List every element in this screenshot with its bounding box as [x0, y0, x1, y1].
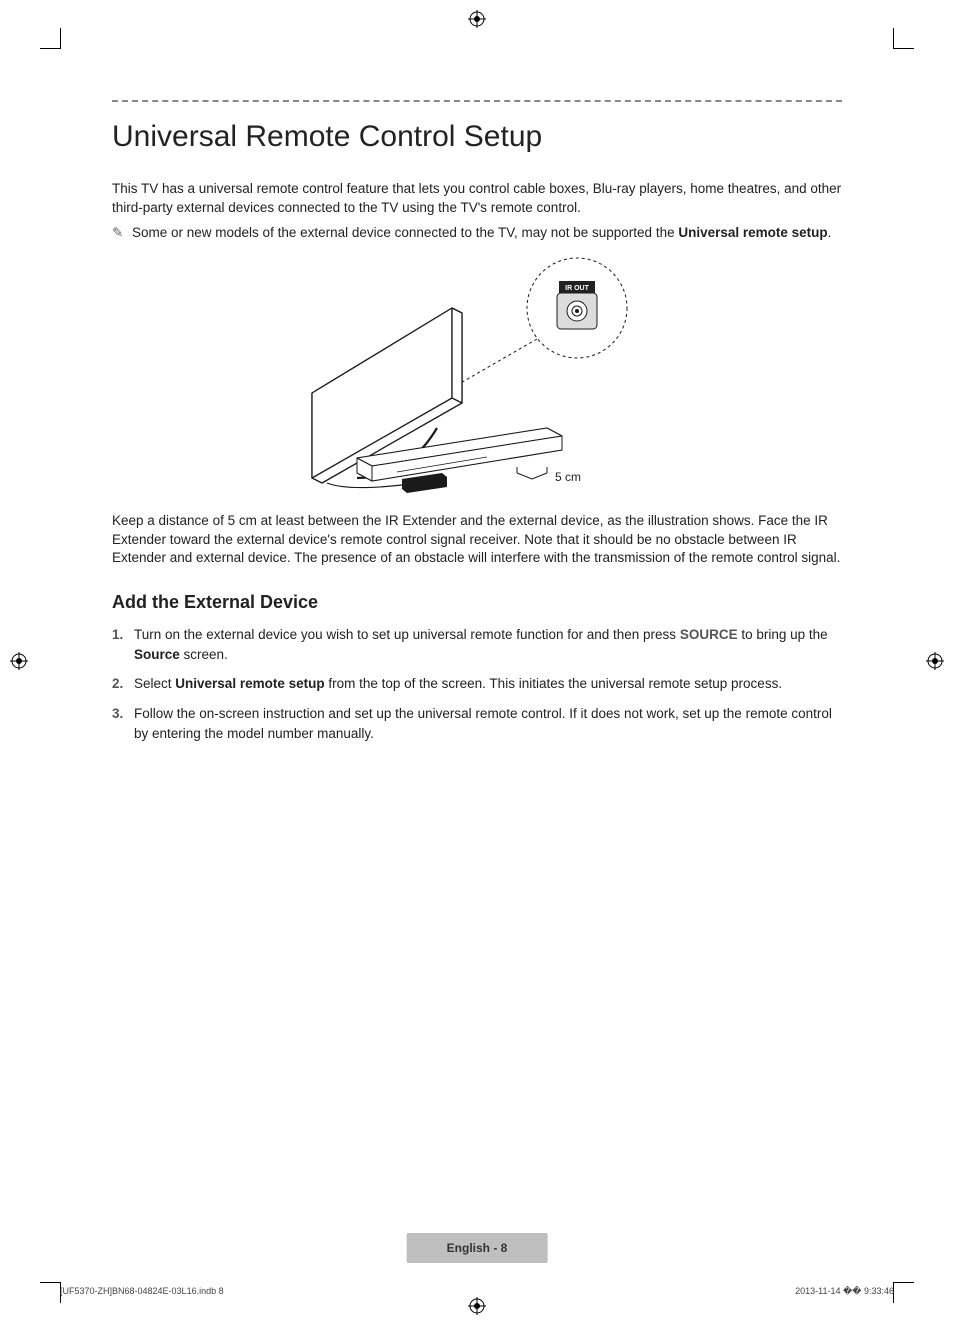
- note-bold-term: Universal remote setup: [678, 225, 827, 240]
- step-text: Turn on the external device you wish to …: [134, 625, 842, 664]
- print-file-name: [UF5370-ZH]BN68-04824E-03L16.indb 8: [60, 1286, 224, 1297]
- manual-page: Universal Remote Control Setup This TV h…: [0, 0, 954, 1321]
- registration-mark-bottom: [468, 1297, 486, 1315]
- step-1: 1. Turn on the external device you wish …: [112, 625, 842, 664]
- step-number: 3.: [112, 704, 134, 743]
- note-icon: ✎: [112, 224, 132, 243]
- section-divider: [112, 100, 842, 102]
- page-footer: English - 8: [407, 1233, 548, 1263]
- step-text: Follow the on-screen instruction and set…: [134, 704, 842, 743]
- registration-mark-top: [468, 10, 486, 28]
- diagram-svg: IR OUT: [287, 253, 667, 498]
- keep-distance-paragraph: Keep a distance of 5 cm at least between…: [112, 512, 842, 569]
- crop-mark-top-left: [40, 28, 61, 49]
- section-heading: Add the External Device: [112, 592, 842, 613]
- step-number: 1.: [112, 625, 134, 664]
- step-3: 3. Follow the on-screen instruction and …: [112, 704, 842, 743]
- registration-mark-left: [10, 652, 28, 670]
- steps-list: 1. Turn on the external device you wish …: [112, 625, 842, 743]
- note-row: ✎ Some or new models of the external dev…: [112, 224, 842, 243]
- note-text: Some or new models of the external devic…: [132, 224, 831, 243]
- step-text: Select Universal remote setup from the t…: [134, 674, 782, 694]
- crop-mark-top-right: [893, 28, 914, 49]
- ir-out-label: IR OUT: [565, 285, 589, 292]
- step-2: 2. Select Universal remote setup from th…: [112, 674, 842, 694]
- content-area: Universal Remote Control Setup This TV h…: [112, 100, 842, 753]
- intro-paragraph: This TV has a universal remote control f…: [112, 180, 842, 218]
- note-prefix: Some or new models of the external devic…: [132, 225, 678, 240]
- setup-diagram: IR OUT: [287, 253, 667, 498]
- step-number: 2.: [112, 674, 134, 694]
- registration-mark-right: [926, 652, 944, 670]
- crop-mark-bottom-right: [893, 1282, 914, 1303]
- page-title: Universal Remote Control Setup: [112, 120, 842, 154]
- print-timestamp: 2013-11-14 �� 9:33:46: [795, 1286, 894, 1297]
- crop-mark-bottom-left: [40, 1282, 61, 1303]
- print-meta-line: [UF5370-ZH]BN68-04824E-03L16.indb 8 2013…: [60, 1286, 894, 1297]
- distance-label: 5 cm: [555, 470, 581, 484]
- note-suffix: .: [828, 225, 832, 240]
